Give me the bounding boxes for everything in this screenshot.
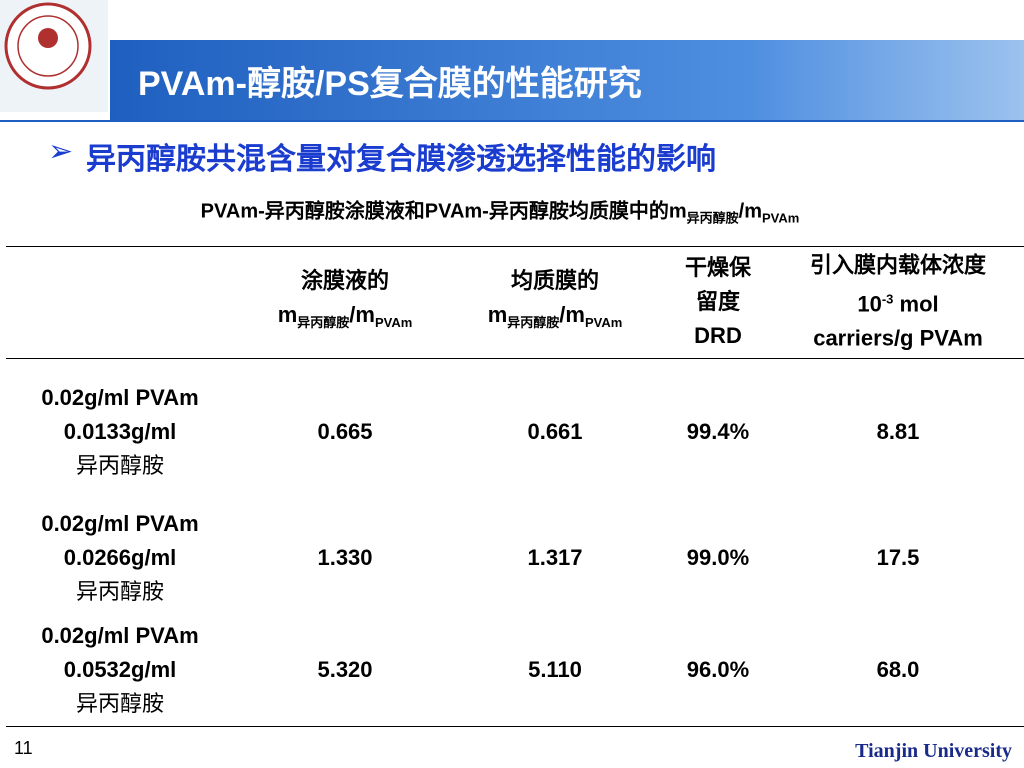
- text-segment: m: [487, 301, 508, 327]
- text-segment: 涂膜液的: [300, 267, 389, 293]
- text-segment: m: [277, 301, 298, 327]
- row-label-line: 异丙醇胺: [75, 691, 165, 716]
- table-rule: [6, 726, 1024, 727]
- table-rule: [6, 358, 1024, 359]
- row-label-line: 0.0266g/ml: [63, 545, 177, 570]
- header-cell: 干燥保留度 DRD: [685, 251, 751, 353]
- header-line: 均质膜的: [488, 264, 623, 298]
- page-number: 11: [14, 738, 33, 758]
- text-segment: 10: [857, 291, 882, 317]
- row-label-line: 0.02g/ml PVAm: [41, 511, 199, 536]
- row-label-line: 0.0133g/ml: [63, 419, 177, 444]
- header-line: m异丙醇胺/mPVAm: [278, 298, 413, 340]
- row-label-line: 0.0532g/ml: [63, 657, 177, 682]
- row-label: 0.02g/ml PVAm 0.0133g/ml 异丙醇胺: [41, 381, 198, 483]
- title: PVAm-醇胺/PS复合膜的性能研究: [138, 65, 642, 103]
- header-cell: 涂膜液的 m异丙醇胺/mPVAm: [278, 264, 413, 340]
- row-label: 0.02g/ml PVAm 0.0266g/ml 异丙醇胺: [41, 507, 198, 609]
- value-cell: 17.5: [876, 545, 920, 570]
- text-segment: 异丙醇胺: [297, 315, 350, 331]
- text-segment: 留度: [695, 289, 741, 314]
- header-line: 留度: [685, 285, 751, 319]
- text-segment: 引入膜内载体浓度: [809, 252, 987, 278]
- text-segment: /m: [349, 301, 375, 327]
- table-rule: [6, 246, 1024, 247]
- text-segment: PVAm: [374, 315, 413, 331]
- header-line: 涂膜液的: [278, 264, 413, 298]
- value-cell: 96.0%: [686, 657, 750, 682]
- text-segment: -3: [881, 291, 894, 307]
- row-label-line: 异丙醇胺: [75, 453, 165, 478]
- value-cell: 68.0: [876, 657, 920, 682]
- text-segment: /m: [559, 301, 585, 327]
- text-segment: 干燥保: [684, 255, 752, 280]
- text-segment: mol: [893, 291, 939, 317]
- value-cell: 1.317: [527, 545, 583, 570]
- title-rule: [0, 120, 1024, 122]
- header-line: DRD: [685, 319, 751, 353]
- value-cell: 1.330: [317, 545, 373, 570]
- header-line: m异丙醇胺/mPVAm: [488, 298, 623, 340]
- row-label-line: 0.02g/ml PVAm: [41, 385, 199, 410]
- text-segment: PVAm-异丙醇胺涂膜液和PVAm-异丙醇胺均质膜中的m: [200, 200, 687, 223]
- value-cell: 0.665: [317, 419, 373, 444]
- row-label-line: 0.02g/ml PVAm: [41, 623, 199, 648]
- text-segment: /m: [738, 200, 762, 223]
- institution: Tianjin University: [855, 740, 1012, 762]
- row-label-line: 异丙醇胺: [75, 579, 165, 604]
- value-cell: 99.4%: [686, 419, 750, 444]
- text-segment: 异丙醇胺: [507, 315, 560, 331]
- subtitle: 异丙醇胺共混含量对复合膜渗透选择性能的影响: [86, 143, 716, 176]
- value-cell: 8.81: [876, 419, 920, 444]
- text-segment: carriers/g PVAm: [813, 325, 983, 351]
- value-cell: 5.320: [317, 657, 373, 682]
- bullet: ➢: [48, 135, 74, 168]
- text-segment: PVAm: [761, 210, 800, 226]
- value-cell: 99.0%: [686, 545, 750, 570]
- header-line: carriers/g PVAm: [810, 322, 986, 356]
- row-label: 0.02g/ml PVAm 0.0532g/ml 异丙醇胺: [41, 619, 198, 721]
- text-segment: 均质膜的: [510, 267, 599, 293]
- text-segment: 异丙醇胺: [686, 210, 739, 226]
- header-line: 引入膜内载体浓度: [810, 248, 986, 282]
- header-cell: 均质膜的 m异丙醇胺/mPVAm: [488, 264, 623, 340]
- logo: [4, 2, 92, 90]
- text-segment: PVAm: [584, 315, 623, 331]
- text-segment: DRD: [694, 323, 742, 348]
- value-cell: 0.661: [527, 419, 583, 444]
- value-cell: 5.110: [528, 657, 582, 682]
- header-cell: 引入膜内载体浓度 10-3 mol carriers/g PVAm: [810, 248, 986, 355]
- header-line: 干燥保: [685, 251, 751, 285]
- logo-area: [0, 0, 108, 112]
- header-line: 10-3 mol: [810, 282, 986, 321]
- table-caption: PVAm-异丙醇胺涂膜液和PVAm-异丙醇胺均质膜中的m异丙醇胺/mPVAm: [201, 195, 800, 236]
- title-bar: [110, 40, 1024, 120]
